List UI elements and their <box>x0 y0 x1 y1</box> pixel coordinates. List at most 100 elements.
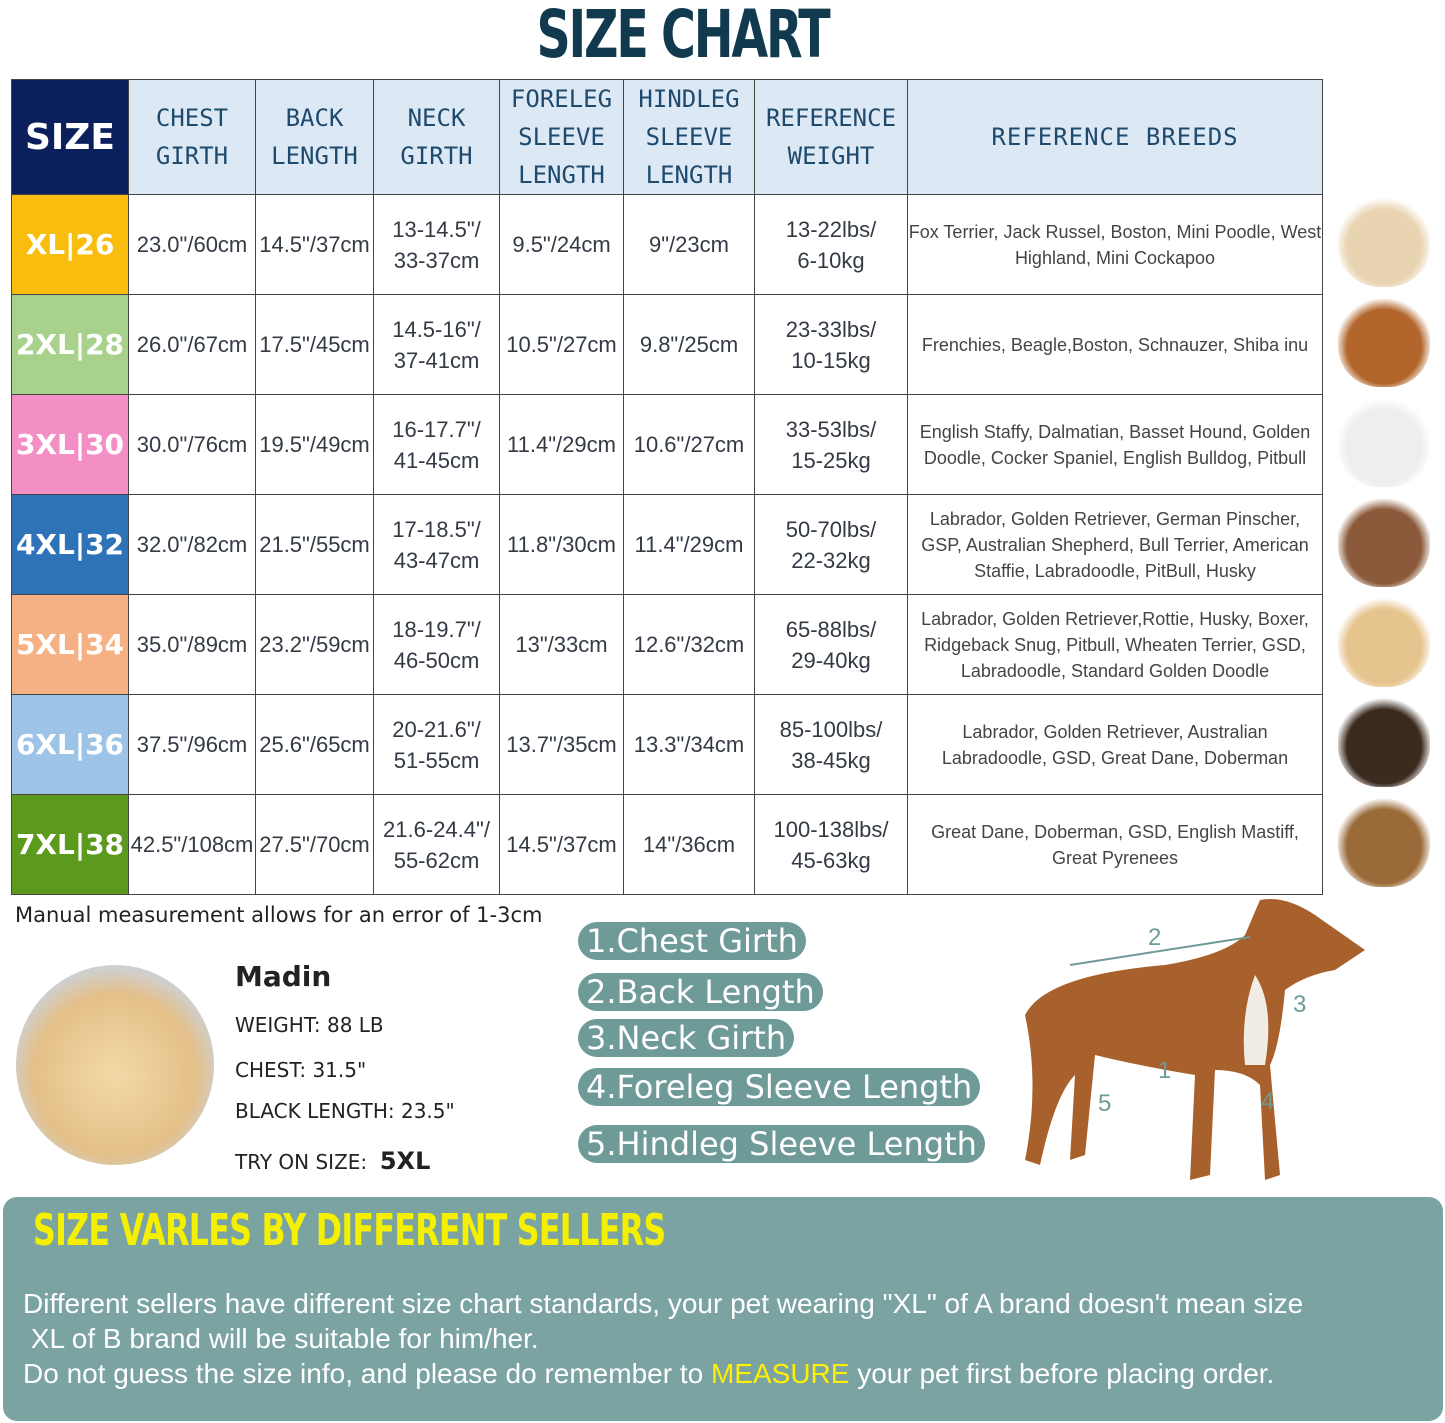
cell-chest: 42.5"/108cm <box>128 794 256 895</box>
cell-back: 23.2"/59cm <box>255 594 374 695</box>
banner-line-1: Different sellers have different size ch… <box>23 1288 1304 1319</box>
measure-neck-girth: 3.Neck Girth <box>578 1019 795 1057</box>
cell-hindleg: 9.8"/25cm <box>623 294 755 395</box>
cell-neck: 21.6-24.4"/55-62cm <box>373 794 500 895</box>
cell-neck: 20-21.6"/51-55cm <box>373 694 500 795</box>
breed-dog-photo <box>1338 797 1430 887</box>
example-dog-photo <box>16 965 214 1165</box>
cell-weight: 50-70lbs/22-32kg <box>754 494 908 595</box>
cell-breeds: Great Dane, Doberman, GSD, English Masti… <box>907 794 1323 895</box>
page-title: SIZE CHART <box>536 0 830 73</box>
table-row: 6XL|36 37.5"/96cm 25.6"/65cm 20-21.6"/51-55… <box>11 694 1323 795</box>
try-size: 5XL <box>379 1147 431 1175</box>
cell-neck: 17-18.5"/43-47cm <box>373 494 500 595</box>
breed-dog-photo <box>1338 597 1430 687</box>
cell-breeds: Labrador, Golden Retriever, German Pinsc… <box>907 494 1323 595</box>
cell-chest: 35.0"/89cm <box>128 594 256 695</box>
cell-breeds: Fox Terrier, Jack Russel, Boston, Mini P… <box>907 194 1323 295</box>
cell-foreleg: 13.7"/35cm <box>499 694 624 795</box>
cell-foreleg: 9.5"/24cm <box>499 194 624 295</box>
diagram-label-3: 3 <box>1293 991 1306 1018</box>
breed-dog-photo <box>1338 497 1430 587</box>
measure-highlight: MEASURE <box>710 1358 850 1389</box>
cell-size: 6XL|36 <box>11 694 129 795</box>
cell-back: 25.6"/65cm <box>255 694 374 795</box>
cell-size: 2XL|28 <box>11 294 129 395</box>
cell-hindleg: 12.6"/32cm <box>623 594 755 695</box>
table-row: 2XL|28 26.0"/67cm 17.5"/45cm 14.5-16"/37-41… <box>11 294 1323 395</box>
header-size: SIZE <box>11 79 129 195</box>
cell-back: 17.5"/45cm <box>255 294 374 395</box>
diagram-label-4: 4 <box>1261 1088 1274 1115</box>
cell-foreleg: 11.4"/29cm <box>499 394 624 495</box>
cell-chest: 26.0"/67cm <box>128 294 256 395</box>
header-neck-girth: NECK GIRTH <box>373 79 500 195</box>
cell-size: 7XL|38 <box>11 794 129 895</box>
breed-dog-photo <box>1338 397 1430 487</box>
cell-breeds: English Staffy, Dalmatian, Basset Hound,… <box>907 394 1323 495</box>
breed-dog-photo <box>1338 697 1430 787</box>
cell-breeds: Frenchies, Beagle,Boston, Schnauzer, Shi… <box>907 294 1323 395</box>
diagram-label-1: 1 <box>1158 1057 1171 1084</box>
try-label: TRY ON SIZE: <box>235 1150 368 1174</box>
dog-measurement-diagram: 2 3 1 4 5 <box>1025 899 1365 1180</box>
header-row: SIZE CHEST GIRTH BACK LENGTH NECK GIRTH FORELEG… <box>11 79 1323 195</box>
banner-line-3-start: Do not guess the size info, and please d… <box>23 1358 711 1389</box>
example-try-on: TRY ON SIZE: 5XL <box>235 1147 430 1175</box>
sellers-warning-banner: SIZE VARLES BY DIFFERENT SELLERS Differe… <box>3 1197 1443 1421</box>
cell-foreleg: 11.8"/30cm <box>499 494 624 595</box>
cell-neck: 13-14.5"/33-37cm <box>373 194 500 295</box>
cell-hindleg: 10.6"/27cm <box>623 394 755 495</box>
table-row: 4XL|32 32.0"/82cm 21.5"/55cm 17-18.5"/43-47… <box>11 494 1323 595</box>
cell-chest: 37.5"/96cm <box>128 694 256 795</box>
breed-dog-photo <box>1338 197 1430 287</box>
header-chest-girth: CHEST GIRTH <box>128 79 256 195</box>
cell-back: 21.5"/55cm <box>255 494 374 595</box>
cell-size: 3XL|30 <box>11 394 129 495</box>
cell-chest: 23.0"/60cm <box>128 194 256 295</box>
cell-hindleg: 14"/36cm <box>623 794 755 895</box>
header-hindleg-sleeve-length: HINDLEG SLEEVE LENGTH <box>623 79 755 195</box>
breed-dog-photo <box>1338 297 1430 387</box>
cell-foreleg: 14.5"/37cm <box>499 794 624 895</box>
example-back: BLACK LENGTH: 23.5" <box>235 1099 455 1123</box>
measure-chest-girth: 1.Chest Girth <box>578 922 806 960</box>
cell-hindleg: 13.3"/34cm <box>623 694 755 795</box>
cell-back: 14.5"/37cm <box>255 194 374 295</box>
cell-weight: 23-33lbs/10-15kg <box>754 294 908 395</box>
cell-breeds: Labrador, Golden Retriever, Australian L… <box>907 694 1323 795</box>
diagram-label-5: 5 <box>1098 1090 1111 1117</box>
cell-neck: 16-17.7"/41-45cm <box>373 394 500 495</box>
cell-neck: 18-19.7"/46-50cm <box>373 594 500 695</box>
header-reference-breeds: REFERENCE BREEDS <box>907 79 1323 195</box>
cell-weight: 85-100lbs/38-45kg <box>754 694 908 795</box>
measure-foreleg-sleeve: 4.Foreleg Sleeve Length <box>578 1068 981 1106</box>
measure-hindleg-sleeve: 5.Hindleg Sleeve Length <box>578 1125 985 1163</box>
cell-weight: 33-53lbs/15-25kg <box>754 394 908 495</box>
cell-weight: 13-22lbs/6-10kg <box>754 194 908 295</box>
cell-weight: 65-88lbs/29-40kg <box>754 594 908 695</box>
banner-line-2: XL of B brand will be suitable for him/h… <box>23 1323 539 1354</box>
header-foreleg-sleeve-length: FORELEG SLEEVE LENGTH <box>499 79 624 195</box>
cell-size: 5XL|34 <box>11 594 129 695</box>
example-weight: WEIGHT: 88 LB <box>235 1013 384 1037</box>
table-row: 5XL|34 35.0"/89cm 23.2"/59cm 18-19.7"/46-50… <box>11 594 1323 695</box>
cell-foreleg: 10.5"/27cm <box>499 294 624 395</box>
banner-line-3-end: your pet first before placing order. <box>849 1358 1275 1389</box>
cell-breeds: Labrador, Golden Retriever,Rottie, Husky… <box>907 594 1323 695</box>
banner-title: SIZE VARLES BY DIFFERENT SELLERS <box>33 1205 666 1256</box>
cell-neck: 14.5-16"/37-41cm <box>373 294 500 395</box>
cell-back: 19.5"/49cm <box>255 394 374 495</box>
cell-chest: 30.0"/76cm <box>128 394 256 495</box>
cell-hindleg: 11.4"/29cm <box>623 494 755 595</box>
example-dog-name: Madin <box>235 960 332 993</box>
table-row: 7XL|38 42.5"/108cm 27.5"/70cm 21.6-24.4"/55… <box>11 794 1323 895</box>
measure-back-length: 2.Back Length <box>578 973 823 1011</box>
example-chest: CHEST: 31.5" <box>235 1058 367 1082</box>
cell-back: 27.5"/70cm <box>255 794 374 895</box>
cell-foreleg: 13"/33cm <box>499 594 624 695</box>
header-reference-weight: REFERENCE WEIGHT <box>754 79 908 195</box>
table-row: XL|26 23.0"/60cm 14.5"/37cm 13-14.5"/33-37c… <box>11 194 1323 295</box>
diagram-label-2: 2 <box>1148 924 1161 951</box>
measurement-note: Manual measurement allows for an error o… <box>15 903 543 927</box>
